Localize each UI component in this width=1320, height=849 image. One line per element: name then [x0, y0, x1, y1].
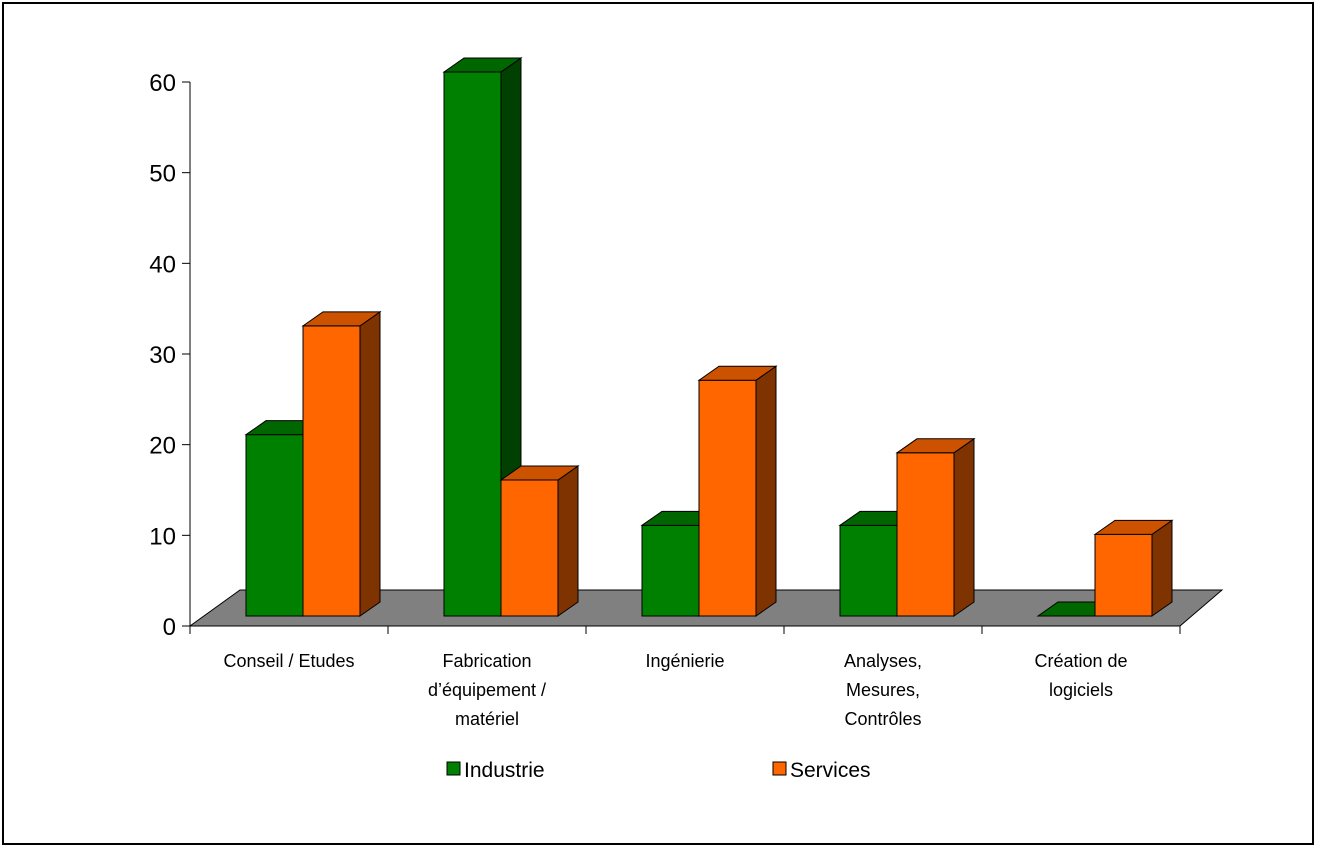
bar-services-2	[499, 465, 580, 617]
bar-side-face	[557, 465, 579, 617]
legend-swatch	[446, 761, 461, 776]
chart-legend: Industrie Services	[446, 759, 871, 782]
bar-top-face	[697, 365, 778, 381]
chart-axes	[182, 81, 1181, 634]
x-tick-label: Analyses, Mesures, Contrôles	[844, 651, 922, 729]
y-tick-label: 40	[149, 251, 176, 278]
bar-front-face	[443, 71, 502, 617]
y-tick-label: 60	[149, 70, 176, 97]
legend-item-industrie: Industrie	[446, 759, 545, 782]
legend-label: Industrie	[464, 759, 545, 782]
bar-side-face	[359, 310, 381, 617]
bar-front-face	[839, 524, 898, 617]
bar-front-face	[641, 524, 700, 617]
bar-top-face	[442, 57, 523, 73]
bar-front-face	[896, 452, 955, 617]
bar-side-face	[755, 365, 777, 617]
bar-front-face	[302, 325, 361, 617]
y-tick-label: 30	[149, 342, 176, 369]
bar-side-face	[953, 437, 975, 617]
bar-front-face	[698, 379, 757, 617]
bar-front-face	[500, 479, 559, 617]
bar-side-face	[1151, 519, 1173, 617]
bar-services-4	[895, 437, 976, 617]
bar-top-face	[301, 311, 382, 327]
x-tick-label: Création de logiciels	[1034, 651, 1127, 700]
y-tick-label: 0	[163, 614, 176, 641]
bar-top-face	[895, 438, 976, 454]
x-tick-label: Fabrication d’équipement / matériel	[428, 651, 546, 729]
x-tick-label: Conseil / Etudes	[223, 651, 354, 671]
legend-label: Services	[790, 759, 871, 782]
bar-front-face	[245, 434, 304, 617]
chart-labels: 0 10 20 30 40 50 60 Conseil / Etudes Fabrication…	[149, 70, 1127, 729]
bar-top-face	[499, 465, 580, 481]
y-tick-label: 50	[149, 161, 176, 188]
y-tick-label: 20	[149, 433, 176, 460]
bar-services-5	[1093, 519, 1174, 617]
x-tick-label: Ingénierie	[645, 651, 724, 671]
bar-services-3	[697, 365, 778, 617]
legend-swatch	[772, 761, 787, 776]
bar-industrie-2	[442, 57, 523, 617]
y-tick-label: 10	[149, 523, 176, 550]
bar-top-face	[1093, 519, 1174, 535]
chart-bars	[244, 57, 1174, 617]
bar-services-1	[301, 310, 382, 617]
bar-front-face	[1094, 533, 1153, 617]
legend-item-services: Services	[772, 759, 871, 782]
